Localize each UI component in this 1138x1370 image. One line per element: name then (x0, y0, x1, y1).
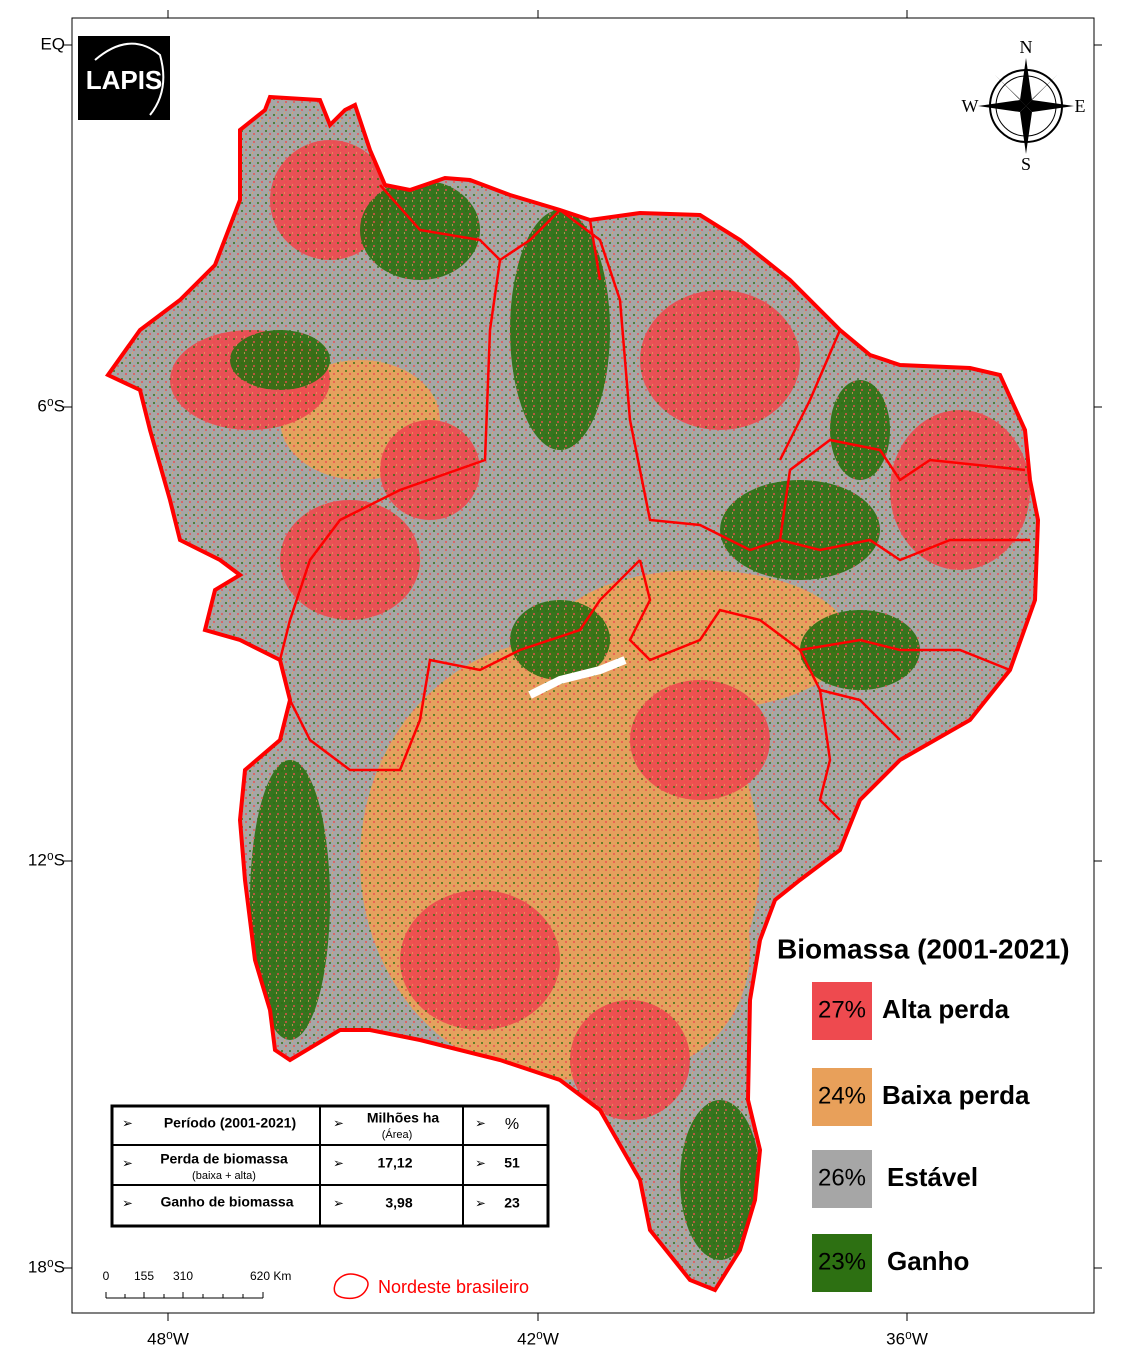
legend-percent: 27% (818, 996, 866, 1023)
legend-label: Estável (887, 1162, 978, 1192)
lon-label: 36⁰W (886, 1329, 928, 1348)
legend-percent: 26% (818, 1164, 866, 1191)
legend-swatch (812, 1150, 872, 1208)
legend-percent: 24% (818, 1082, 866, 1109)
legend-swatch (812, 1234, 872, 1292)
lat-label: 6⁰S (37, 396, 65, 415)
legend-label: Baixa perda (882, 1080, 1030, 1110)
map-frame (71, 17, 1095, 1314)
svg-text:➢: ➢ (333, 1155, 344, 1170)
svg-text:➢: ➢ (122, 1115, 133, 1130)
lat-label: 18⁰S (28, 1257, 65, 1276)
legend: Biomassa (2001-2021) 27% Alta perda 24% Bai… (777, 933, 1070, 1292)
legend-swatch (812, 1068, 872, 1126)
logo-text: LAPIS (86, 65, 163, 95)
table-cell: Perda de biomassa (160, 1151, 288, 1167)
table-cell: 51 (504, 1155, 520, 1171)
compass-rose: N S E W (962, 37, 1086, 174)
svg-text:➢: ➢ (475, 1195, 486, 1210)
legend-label: Ganho (887, 1246, 969, 1276)
svg-text:➢: ➢ (333, 1115, 344, 1130)
lat-label: 12⁰S (28, 850, 65, 869)
svg-text:➢: ➢ (333, 1195, 344, 1210)
table-cell-note: (baixa + alta) (192, 1170, 256, 1182)
table-cell: 17,12 (377, 1155, 412, 1171)
table-header: Milhões ha (367, 1110, 440, 1126)
lat-label: EQ (40, 34, 65, 53)
scale-bar: 0 155 310 620 Km (103, 1269, 291, 1299)
svg-text:➢: ➢ (475, 1155, 486, 1170)
lon-label: 42⁰W (517, 1329, 559, 1348)
lon-label: 48⁰W (147, 1329, 189, 1348)
table-cell: 23 (504, 1195, 520, 1211)
compass-s: S (1021, 154, 1031, 174)
legend-swatch (812, 982, 872, 1040)
graticule-ticks (64, 10, 1102, 1321)
compass-w: W (962, 96, 979, 116)
table-cell: 3,98 (385, 1195, 412, 1211)
table-header: Período (2001-2021) (164, 1115, 296, 1131)
svg-text:➢: ➢ (122, 1155, 133, 1170)
scale-label: 620 Km (250, 1269, 291, 1283)
compass-n: N (1020, 37, 1033, 57)
summary-table: ➢ ➢ ➢ ➢ ➢ ➢ ➢ ➢ ➢ Período (2001-2021) Milhões … (110, 1104, 550, 1228)
logo: LAPIS (78, 36, 170, 120)
boundary-legend: Nordeste brasileiro (333, 1273, 529, 1300)
scale-label: 155 (134, 1269, 154, 1283)
scale-label: 310 (173, 1269, 193, 1283)
boundary-legend-label: Nordeste brasileiro (378, 1277, 529, 1297)
legend-label: Alta perda (882, 994, 1010, 1024)
table-header: % (505, 1116, 519, 1133)
scale-label: 0 (103, 1269, 110, 1283)
svg-text:➢: ➢ (475, 1115, 486, 1130)
table-cell: Ganho de biomassa (160, 1194, 293, 1210)
legend-percent: 23% (818, 1248, 866, 1275)
legend-title: Biomassa (2001-2021) (777, 933, 1070, 964)
svg-text:➢: ➢ (122, 1195, 133, 1210)
compass-e: E (1075, 96, 1086, 116)
table-header-note: (Área) (382, 1128, 413, 1141)
